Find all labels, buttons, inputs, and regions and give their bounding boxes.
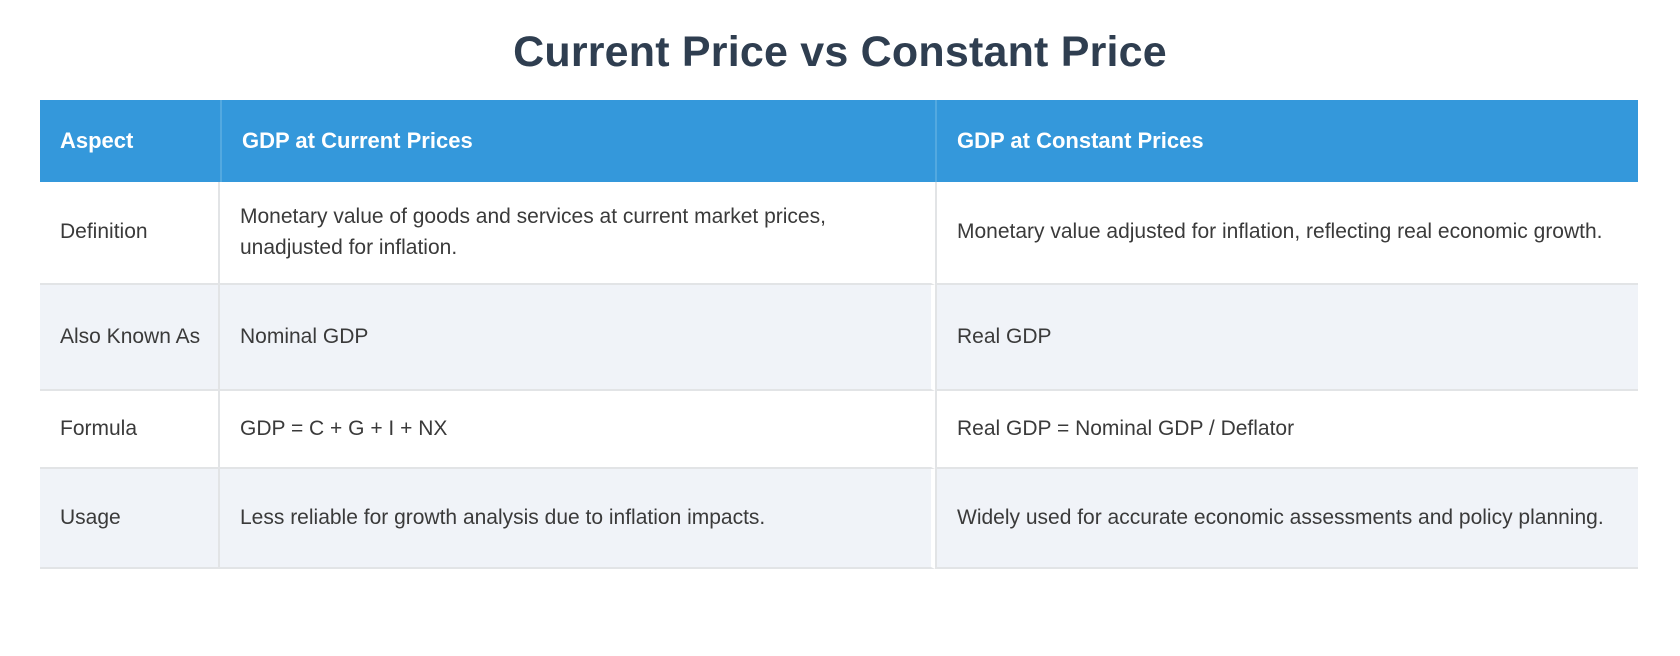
cell-constant-prices: Real GDP [935, 285, 1638, 391]
cell-aspect: Definition [40, 182, 220, 285]
column-header-current-prices: GDP at Current Prices [220, 100, 935, 182]
cell-constant-prices: Widely used for accurate economic assess… [935, 469, 1638, 569]
cell-aspect: Usage [40, 469, 220, 569]
table-body: Definition Monetary value of goods and s… [40, 182, 1638, 569]
cell-current-prices: GDP = C + G + I + NX [220, 391, 935, 469]
cell-aspect: Also Known As [40, 285, 220, 391]
table-row: Formula GDP = C + G + I + NX Real GDP = … [40, 391, 1638, 469]
cell-constant-prices: Real GDP = Nominal GDP / Deflator [935, 391, 1638, 469]
table-header-row: Aspect GDP at Current Prices GDP at Cons… [40, 100, 1638, 182]
comparison-table: Aspect GDP at Current Prices GDP at Cons… [40, 100, 1638, 569]
column-header-constant-prices: GDP at Constant Prices [935, 100, 1638, 182]
cell-current-prices: Less reliable for growth analysis due to… [220, 469, 935, 569]
cell-current-prices: Monetary value of goods and services at … [220, 182, 935, 285]
table-header: Aspect GDP at Current Prices GDP at Cons… [40, 100, 1638, 182]
page-title: Current Price vs Constant Price [513, 28, 1167, 76]
cell-aspect: Formula [40, 391, 220, 469]
table-row: Also Known As Nominal GDP Real GDP [40, 285, 1638, 391]
table-row: Definition Monetary value of goods and s… [40, 182, 1638, 285]
cell-current-prices: Nominal GDP [220, 285, 935, 391]
comparison-table-container: Aspect GDP at Current Prices GDP at Cons… [40, 100, 1638, 569]
table-row: Usage Less reliable for growth analysis … [40, 469, 1638, 569]
column-header-aspect: Aspect [40, 100, 220, 182]
cell-constant-prices: Monetary value adjusted for inflation, r… [935, 182, 1638, 285]
